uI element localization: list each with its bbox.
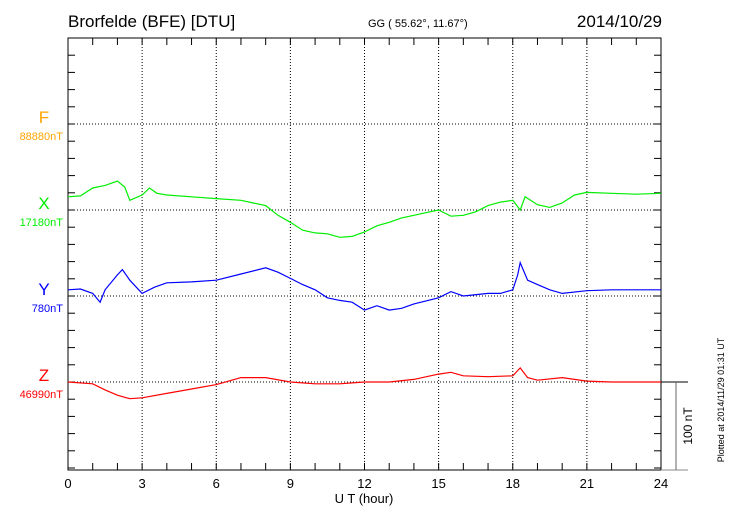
- series-line-Z: [67, 366, 661, 400]
- x-tick-label: 12: [357, 476, 371, 491]
- station-coords: GG ( 55.62°, 11.67°): [368, 18, 468, 30]
- x-axis-label: U T (hour): [335, 491, 394, 506]
- series-name-F: F: [39, 108, 49, 127]
- series-baseline-Y: 780nT: [32, 303, 63, 315]
- x-tick-label: 6: [213, 476, 220, 491]
- x-tick-label: 9: [287, 476, 294, 491]
- series-baseline-X: 17180nT: [20, 217, 64, 229]
- scale-label: 100 nT: [681, 407, 695, 445]
- x-tick-label: 15: [431, 476, 445, 491]
- series-name-X: X: [38, 194, 49, 213]
- x-tick-label: 24: [654, 476, 668, 491]
- series-baseline-Z: 46990nT: [20, 389, 64, 401]
- x-tick-label: 0: [64, 476, 71, 491]
- plotted-note: Plotted at 2014/11/29 01:31 UT: [716, 337, 726, 462]
- chart-title: Brorfelde (BFE) [DTU]: [68, 12, 235, 31]
- series-baseline-F: 88880nT: [20, 131, 64, 143]
- series-name-Z: Z: [39, 366, 49, 385]
- series-line-Y: [67, 260, 661, 311]
- series-line-X: [67, 180, 662, 238]
- chart-date: 2014/10/29: [577, 12, 662, 31]
- x-tick-label: 3: [139, 476, 146, 491]
- x-tick-label: 21: [580, 476, 594, 491]
- x-tick-label: 18: [506, 476, 520, 491]
- series-name-Y: Y: [38, 280, 49, 299]
